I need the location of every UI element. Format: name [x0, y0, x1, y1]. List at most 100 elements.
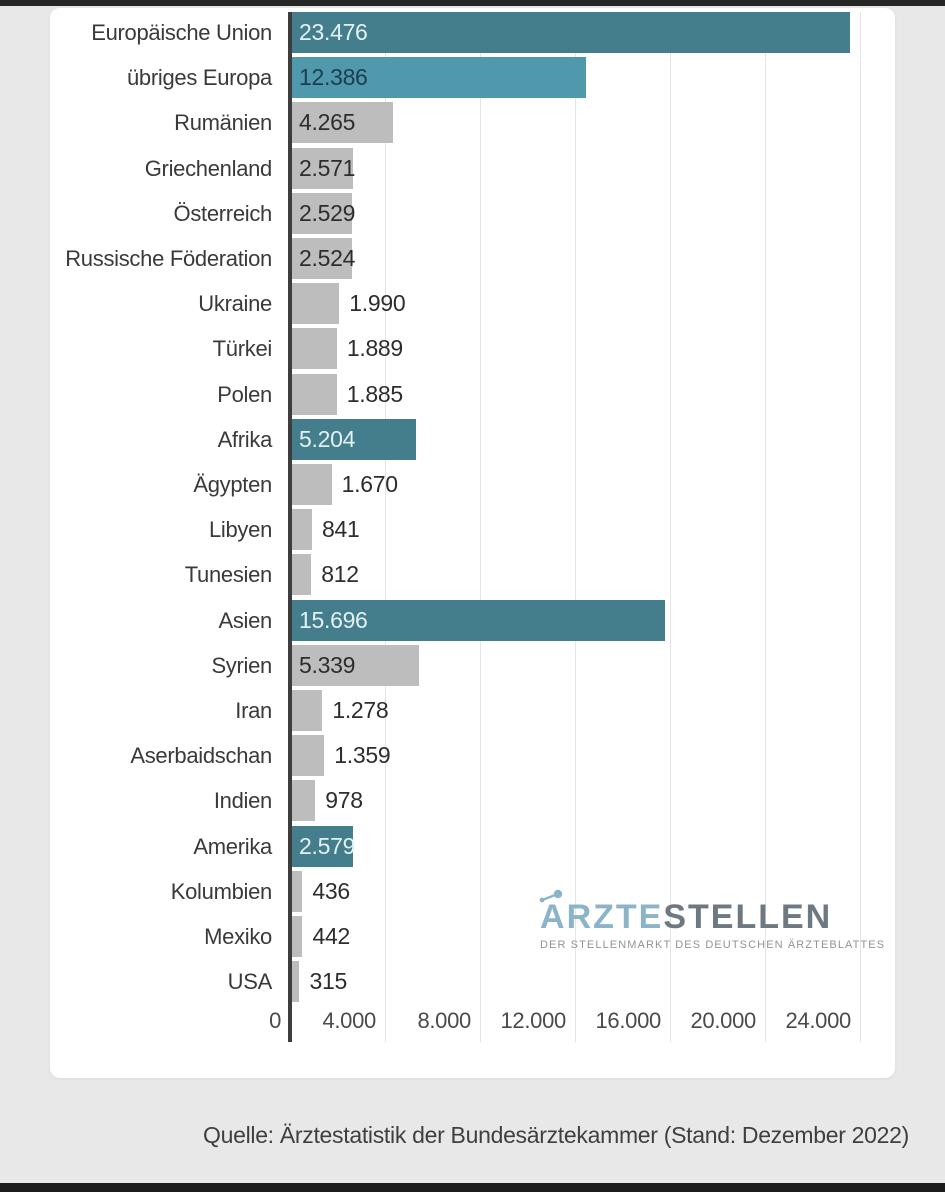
- category-label: Europäische Union: [91, 20, 272, 45]
- category-label: Libyen: [208, 517, 272, 543]
- bar-chart: Europäische Union 23.476 übriges Europa …: [50, 8, 895, 1078]
- value-label: 2.571: [299, 154, 356, 181]
- gridline-4.000: [385, 12, 386, 1042]
- category-label: Syrien: [211, 652, 272, 678]
- bottom-border-strip: [0, 1183, 945, 1192]
- category-label: übriges Europa: [126, 65, 272, 91]
- logo-tagline: DER STELLENMARKT DES DEUTSCHEN ÄRZTEBLAT…: [540, 939, 886, 951]
- value-label: 315: [309, 968, 347, 995]
- bar: [292, 328, 337, 370]
- category-label: Indien: [213, 788, 272, 814]
- bar: [292, 464, 332, 505]
- category-label: Ukraine: [198, 291, 272, 317]
- gridline-8.000: [480, 12, 481, 1042]
- bar: [292, 961, 300, 1003]
- x-tick-20.000: 20.000: [690, 1008, 757, 1033]
- chart-row-polen: Polen 1.885: [50, 373, 895, 415]
- source-caption: Quelle: Ärztestatistik der Bundesärzteka…: [203, 1122, 909, 1148]
- chart-row-ukraine: Ukraine 1.990: [50, 283, 895, 325]
- x-tick-4.000: 4.000: [322, 1008, 376, 1033]
- chart-row-russische-f-deration: Russische Föderation 2.524: [50, 238, 895, 279]
- value-label: 23.476: [299, 19, 368, 45]
- bar: 2.529: [292, 192, 356, 234]
- gridline-20.000: [765, 12, 766, 1042]
- bar: 23.476: [292, 12, 850, 53]
- value-label: 1.359: [334, 742, 391, 769]
- category-label: Polen: [217, 381, 272, 407]
- logo-word-aerzte-rest: RZTE: [566, 898, 664, 936]
- chart-row-griechenland: Griechenland 2.571: [50, 147, 895, 189]
- value-label: 1.889: [346, 335, 403, 362]
- chart-row--sterreich: Österreich 2.529: [50, 192, 895, 234]
- category-label: Türkei: [212, 336, 273, 362]
- chart-row-indien: Indien 978: [50, 780, 895, 822]
- value-label: 1.885: [346, 380, 403, 407]
- x-tick-24.000: 24.000: [785, 1008, 852, 1033]
- chart-row-aserbaidschan: Aserbaidschan 1.359: [50, 735, 895, 777]
- chart-row-t-rkei: Türkei 1.889: [50, 328, 895, 370]
- category-label: Iran: [235, 698, 272, 723]
- bar: 5.339: [292, 644, 419, 686]
- category-label: Asien: [218, 607, 272, 633]
- value-label: 1.670: [341, 471, 398, 497]
- category-label: Kolumbien: [170, 878, 273, 904]
- value-label: 5.339: [299, 651, 356, 678]
- category-label: Österreich: [173, 200, 273, 226]
- gridline-24.000: [860, 12, 861, 1042]
- chart-row-kolumbien: Kolumbien 436: [50, 870, 895, 912]
- logo-wordmark: A RZTESTELLEN: [539, 889, 860, 936]
- bar: [292, 870, 303, 912]
- stethoscope-umlaut-icon: [539, 889, 563, 903]
- bar: 2.524: [292, 238, 356, 279]
- bar: 4.265: [292, 102, 394, 144]
- chart-row-usa: USA 315: [50, 961, 895, 1003]
- chart-row-rum-nien: Rumänien 4.265: [50, 102, 895, 144]
- chart-row-amerika: Amerika 2.579: [50, 825, 895, 867]
- value-label: 2.579: [299, 832, 356, 859]
- category-label: Aserbaidschan: [130, 743, 272, 769]
- value-label: 436: [312, 877, 350, 904]
- gridline-16.000: [670, 12, 671, 1042]
- bar: [292, 780, 316, 822]
- bar: [292, 509, 312, 551]
- x-tick-16.000: 16.000: [595, 1008, 662, 1033]
- bar: 2.579: [292, 825, 356, 867]
- value-label: 15.696: [299, 606, 368, 633]
- category-label: Rumänien: [174, 110, 272, 136]
- value-label: 442: [312, 923, 350, 949]
- chart-card: Europäische Union 23.476 übriges Europa …: [50, 8, 895, 1078]
- chart-row-asien: Asien 15.696: [50, 599, 895, 641]
- chart-row-europ-ische-union: Europäische Union 23.476: [50, 12, 895, 53]
- chart-row-afrika: Afrika 5.204: [50, 418, 895, 460]
- value-label: 841: [321, 516, 360, 543]
- logo-word-stellen: STELLEN: [663, 898, 833, 936]
- category-label: Amerika: [193, 833, 272, 859]
- bar: 15.696: [292, 599, 665, 641]
- value-label: 2.524: [299, 245, 356, 271]
- value-label: 4.265: [299, 109, 356, 136]
- x-tick-8.000: 8.000: [417, 1008, 471, 1033]
- category-label: USA: [227, 969, 273, 995]
- chart-row-libyen: Libyen 841: [50, 509, 895, 551]
- bar: 2.571: [292, 147, 356, 189]
- gridline-12.000: [575, 12, 576, 1042]
- category-label: Mexiko: [204, 924, 272, 949]
- bar: [292, 735, 325, 777]
- bar: [292, 554, 312, 596]
- bar: 12.386: [292, 57, 587, 99]
- chart-row--gypten: Ägypten 1.670: [50, 464, 895, 505]
- y-axis-line: [288, 12, 292, 1042]
- bar: [292, 690, 323, 731]
- value-label: 978: [325, 787, 363, 814]
- value-label: 12.386: [299, 64, 368, 91]
- category-label: Russische Föderation: [65, 246, 272, 271]
- bar: 5.204: [292, 418, 416, 460]
- chart-row-mexiko: Mexiko 442: [50, 916, 895, 957]
- value-label: 1.278: [332, 697, 389, 723]
- value-label: 2.529: [299, 199, 356, 226]
- chart-row-syrien: Syrien 5.339: [50, 644, 895, 686]
- logo-word-aerzte: A RZTE: [539, 889, 664, 936]
- value-label: 1.990: [349, 290, 406, 317]
- chart-row-tunesien: Tunesien 812: [50, 554, 895, 596]
- category-label: Afrika: [217, 426, 273, 452]
